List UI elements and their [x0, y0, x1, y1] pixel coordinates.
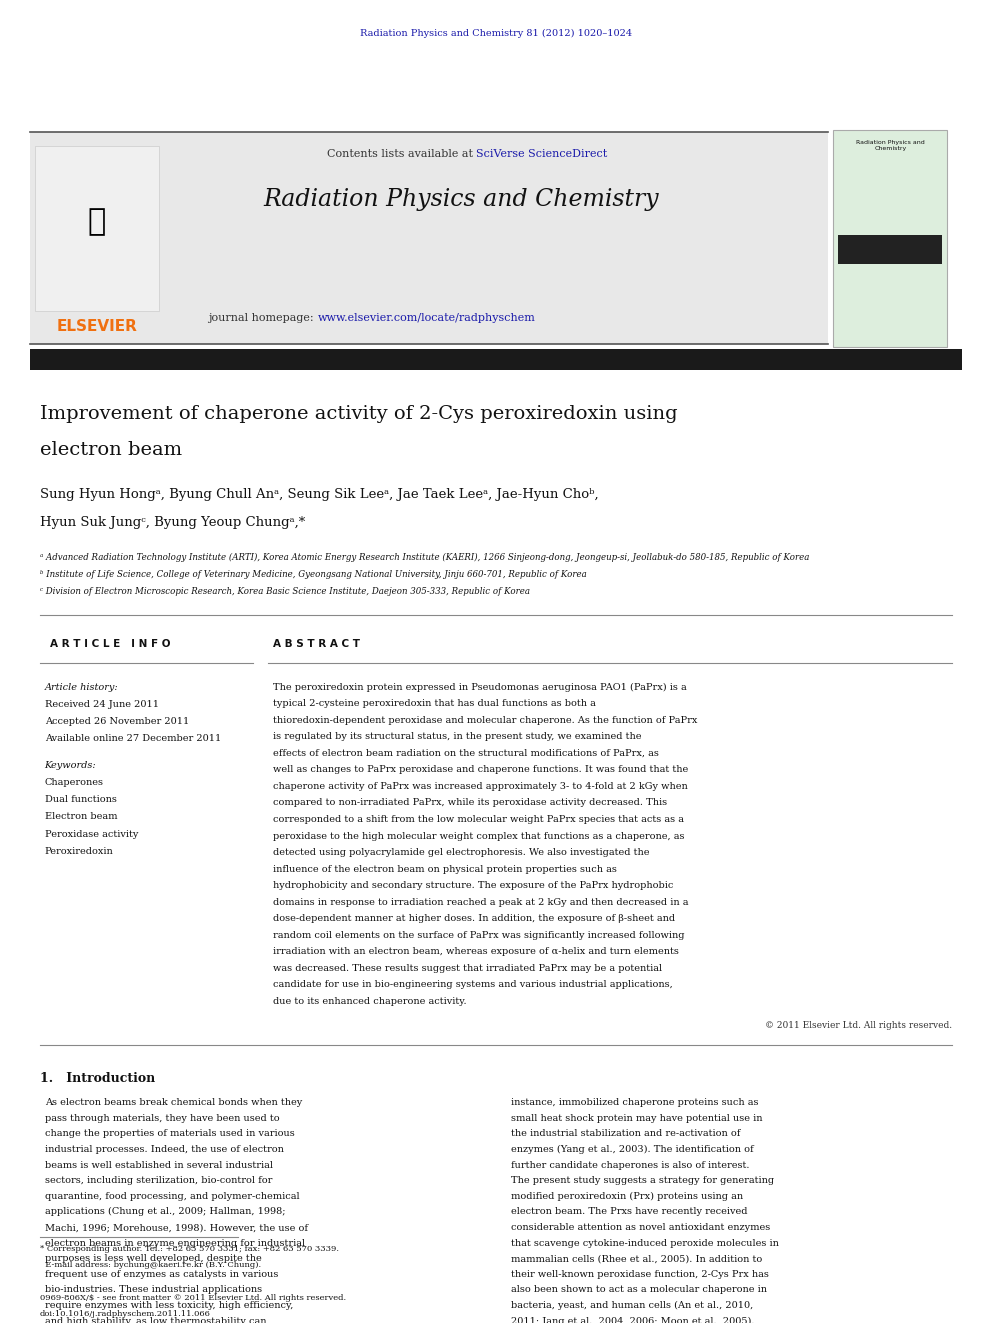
- Text: A R T I C L E   I N F O: A R T I C L E I N F O: [50, 639, 170, 650]
- Text: Electron beam: Electron beam: [45, 812, 117, 822]
- Text: frequent use of enzymes as catalysts in various: frequent use of enzymes as catalysts in …: [45, 1270, 278, 1279]
- Text: enzymes (Yang et al., 2003). The identification of: enzymes (Yang et al., 2003). The identif…: [511, 1144, 754, 1154]
- Text: applications (Chung et al., 2009; Hallman, 1998;: applications (Chung et al., 2009; Hallma…: [45, 1208, 285, 1216]
- Text: chaperone activity of PaPrx was increased approximately 3- to 4-fold at 2 kGy wh: chaperone activity of PaPrx was increase…: [273, 782, 687, 791]
- FancyBboxPatch shape: [30, 349, 962, 370]
- Text: irradiation with an electron beam, whereas exposure of α-helix and turn elements: irradiation with an electron beam, where…: [273, 947, 679, 957]
- Text: As electron beams break chemical bonds when they: As electron beams break chemical bonds w…: [45, 1098, 302, 1107]
- Text: Contents lists available at: Contents lists available at: [326, 149, 476, 160]
- Text: Hyun Suk Jungᶜ, Byung Yeoup Chungᵃ,*: Hyun Suk Jungᶜ, Byung Yeoup Chungᵃ,*: [40, 516, 305, 529]
- Text: doi:10.1016/j.radphyschem.2011.11.066: doi:10.1016/j.radphyschem.2011.11.066: [40, 1310, 210, 1318]
- Text: detected using polyacrylamide gel electrophoresis. We also investigated the: detected using polyacrylamide gel electr…: [273, 848, 650, 857]
- Text: quarantine, food processing, and polymer-chemical: quarantine, food processing, and polymer…: [45, 1192, 300, 1201]
- Text: Peroxiredoxin: Peroxiredoxin: [45, 847, 113, 856]
- FancyBboxPatch shape: [833, 130, 947, 347]
- Text: bacteria, yeast, and human cells (An et al., 2010,: bacteria, yeast, and human cells (An et …: [511, 1301, 753, 1310]
- Text: E-mail address: bychung@kaeri.re.kr (B.Y. Chung).: E-mail address: bychung@kaeri.re.kr (B.Y…: [40, 1261, 261, 1269]
- Text: change the properties of materials used in various: change the properties of materials used …: [45, 1130, 295, 1138]
- Text: Article history:: Article history:: [45, 683, 118, 692]
- Text: Keywords:: Keywords:: [45, 761, 96, 770]
- Text: Dual functions: Dual functions: [45, 795, 116, 804]
- Text: ᶜ Division of Electron Microscopic Research, Korea Basic Science Institute, Daej: ᶜ Division of Electron Microscopic Resea…: [40, 587, 530, 597]
- Text: domains in response to irradiation reached a peak at 2 kGy and then decreased in: domains in response to irradiation reach…: [273, 898, 688, 906]
- Text: electron beams in enzyme engineering for industrial: electron beams in enzyme engineering for…: [45, 1238, 305, 1248]
- Text: dose-dependent manner at higher doses. In addition, the exposure of β-sheet and: dose-dependent manner at higher doses. I…: [273, 914, 675, 923]
- Text: compared to non-irradiated PaPrx, while its peroxidase activity decreased. This: compared to non-irradiated PaPrx, while …: [273, 799, 667, 807]
- Text: 1.   Introduction: 1. Introduction: [40, 1072, 155, 1085]
- Text: is regulated by its structural status, in the present study, we examined the: is regulated by its structural status, i…: [273, 733, 641, 741]
- Text: 🌲: 🌲: [87, 208, 106, 235]
- Text: peroxidase to the high molecular weight complex that functions as a chaperone, a: peroxidase to the high molecular weight …: [273, 832, 684, 840]
- Text: well as changes to PaPrx peroxidase and chaperone functions. It was found that t: well as changes to PaPrx peroxidase and …: [273, 766, 688, 774]
- FancyBboxPatch shape: [838, 235, 942, 265]
- Text: mammalian cells (Rhee et al., 2005). In addition to: mammalian cells (Rhee et al., 2005). In …: [511, 1254, 762, 1263]
- Text: instance, immobilized chaperone proteins such as: instance, immobilized chaperone proteins…: [511, 1098, 758, 1107]
- Text: further candidate chaperones is also of interest.: further candidate chaperones is also of …: [511, 1160, 749, 1180]
- Text: also been shown to act as a molecular chaperone in: also been shown to act as a molecular ch…: [511, 1286, 767, 1294]
- Text: Available online 27 December 2011: Available online 27 December 2011: [45, 734, 221, 744]
- Text: SciVerse ScienceDirect: SciVerse ScienceDirect: [476, 149, 607, 160]
- Text: industrial processes. Indeed, the use of electron: industrial processes. Indeed, the use of…: [45, 1144, 284, 1154]
- Text: www.elsevier.com/locate/radphyschem: www.elsevier.com/locate/radphyschem: [317, 312, 536, 323]
- Text: modified peroxiredoxin (Prx) proteins using an: modified peroxiredoxin (Prx) proteins us…: [511, 1192, 743, 1201]
- Text: require enzymes with less toxicity, high efficiency,: require enzymes with less toxicity, high…: [45, 1301, 293, 1310]
- Text: their well-known peroxidase function, 2-Cys Prx has: their well-known peroxidase function, 2-…: [511, 1270, 769, 1279]
- Text: was decreased. These results suggest that irradiated PaPrx may be a potential: was decreased. These results suggest tha…: [273, 964, 662, 972]
- Text: considerable attention as novel antioxidant enzymes: considerable attention as novel antioxid…: [511, 1222, 770, 1232]
- Text: 0969-806X/$ - see front matter © 2011 Elsevier Ltd. All rights reserved.: 0969-806X/$ - see front matter © 2011 El…: [40, 1294, 346, 1302]
- Text: Improvement of chaperone activity of 2-Cys peroxiredoxin using: Improvement of chaperone activity of 2-C…: [40, 405, 678, 423]
- Text: typical 2-cysteine peroxiredoxin that has dual functions as both a: typical 2-cysteine peroxiredoxin that ha…: [273, 700, 595, 708]
- Text: due to its enhanced chaperone activity.: due to its enhanced chaperone activity.: [273, 998, 466, 1005]
- Text: beams is well established in several industrial: beams is well established in several ind…: [45, 1160, 273, 1170]
- Text: influence of the electron beam on physical protein properties such as: influence of the electron beam on physic…: [273, 865, 617, 873]
- Text: candidate for use in bio-engineering systems and various industrial applications: candidate for use in bio-engineering sys…: [273, 980, 673, 990]
- Text: thioredoxin-dependent peroxidase and molecular chaperone. As the function of PaP: thioredoxin-dependent peroxidase and mol…: [273, 716, 697, 725]
- Text: * Corresponding author. Tel.: +82 63 570 3331; fax: +82 63 570 3339.: * Corresponding author. Tel.: +82 63 570…: [40, 1245, 338, 1253]
- Text: 2011; Jang et al., 2004, 2006; Moon et al., 2005).: 2011; Jang et al., 2004, 2006; Moon et a…: [511, 1316, 754, 1323]
- Text: Radiation Physics and Chemistry: Radiation Physics and Chemistry: [264, 188, 659, 210]
- Text: Machi, 1996; Morehouse, 1998). However, the use of: Machi, 1996; Morehouse, 1998). However, …: [45, 1222, 308, 1232]
- Text: ᵃ Advanced Radiation Technology Institute (ARTI), Korea Atomic Energy Research I: ᵃ Advanced Radiation Technology Institut…: [40, 553, 809, 562]
- Text: electron beam: electron beam: [40, 441, 182, 459]
- Text: electron beam. The Prxs have recently received: electron beam. The Prxs have recently re…: [511, 1208, 747, 1216]
- Text: Sung Hyun Hongᵃ, Byung Chull Anᵃ, Seung Sik Leeᵃ, Jae Taek Leeᵃ, Jae-Hyun Choᵇ,: Sung Hyun Hongᵃ, Byung Chull Anᵃ, Seung …: [40, 488, 598, 501]
- Text: A B S T R A C T: A B S T R A C T: [273, 639, 360, 650]
- Text: and high stability, as low thermostability can: and high stability, as low thermostabili…: [45, 1316, 266, 1323]
- FancyBboxPatch shape: [30, 132, 828, 344]
- Text: journal homepage:: journal homepage:: [208, 312, 317, 323]
- Text: that scavenge cytokine-induced peroxide molecules in: that scavenge cytokine-induced peroxide …: [511, 1238, 779, 1248]
- Text: The present study suggests a strategy for generating: The present study suggests a strategy fo…: [511, 1176, 774, 1185]
- Text: ᵇ Institute of Life Science, College of Veterinary Medicine, Gyeongsang National: ᵇ Institute of Life Science, College of …: [40, 570, 586, 579]
- Text: Radiation Physics and
Chemistry: Radiation Physics and Chemistry: [856, 140, 925, 151]
- Text: small heat shock protein may have potential use in: small heat shock protein may have potent…: [511, 1114, 763, 1123]
- Text: pass through materials, they have been used to: pass through materials, they have been u…: [45, 1114, 280, 1123]
- Text: sectors, including sterilization, bio-control for: sectors, including sterilization, bio-co…: [45, 1176, 272, 1185]
- Text: corresponded to a shift from the low molecular weight PaPrx species that acts as: corresponded to a shift from the low mol…: [273, 815, 683, 824]
- FancyBboxPatch shape: [35, 146, 159, 311]
- Text: hydrophobicity and secondary structure. The exposure of the PaPrx hydrophobic: hydrophobicity and secondary structure. …: [273, 881, 674, 890]
- Text: bio-industries. These industrial applications: bio-industries. These industrial applica…: [45, 1286, 262, 1294]
- Text: ELSEVIER: ELSEVIER: [57, 319, 137, 333]
- Text: Accepted 26 November 2011: Accepted 26 November 2011: [45, 717, 188, 726]
- Text: Chaperones: Chaperones: [45, 778, 103, 787]
- Text: purposes is less well developed, despite the: purposes is less well developed, despite…: [45, 1254, 261, 1263]
- Text: random coil elements on the surface of PaPrx was significantly increased followi: random coil elements on the surface of P…: [273, 931, 684, 939]
- Text: the industrial stabilization and re-activation of: the industrial stabilization and re-acti…: [511, 1130, 740, 1138]
- Text: Received 24 June 2011: Received 24 June 2011: [45, 700, 159, 709]
- Text: © 2011 Elsevier Ltd. All rights reserved.: © 2011 Elsevier Ltd. All rights reserved…: [765, 1021, 952, 1031]
- Text: effects of electron beam radiation on the structural modifications of PaPrx, as: effects of electron beam radiation on th…: [273, 749, 659, 758]
- Text: The peroxiredoxin protein expressed in Pseudomonas aeruginosa PAO1 (PaPrx) is a: The peroxiredoxin protein expressed in P…: [273, 683, 686, 692]
- Text: Peroxidase activity: Peroxidase activity: [45, 830, 138, 839]
- Text: Radiation Physics and Chemistry 81 (2012) 1020–1024: Radiation Physics and Chemistry 81 (2012…: [360, 29, 632, 38]
